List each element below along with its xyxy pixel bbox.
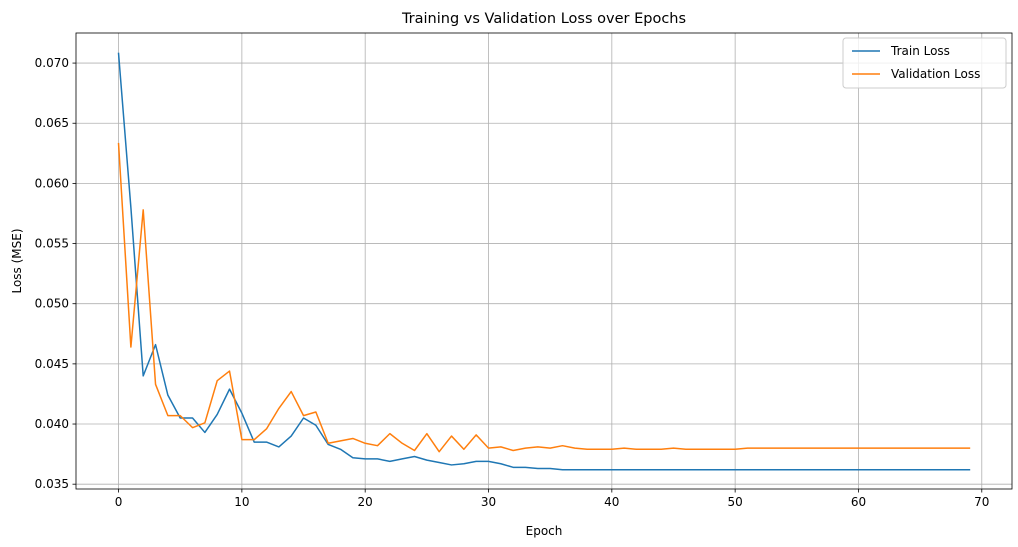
y-tick-label: 0.060 <box>35 176 69 190</box>
legend: Train Loss Validation Loss <box>842 37 1007 89</box>
legend-box <box>842 37 1007 89</box>
x-tick-label: 50 <box>728 495 743 509</box>
y-tick-label: 0.055 <box>35 237 69 251</box>
series-lines <box>117 52 971 471</box>
y-tick-label: 0.065 <box>35 116 69 130</box>
x-axis-label: Epoch <box>526 524 563 538</box>
grid-lines <box>76 33 1012 489</box>
y-tick-label: 0.035 <box>35 477 69 491</box>
x-tick-label: 70 <box>974 495 989 509</box>
y-tick-label: 0.070 <box>35 56 69 70</box>
y-axis-label: Loss (MSE) <box>10 228 24 293</box>
series-line-validation-loss <box>117 142 971 453</box>
x-tick-label: 10 <box>234 495 249 509</box>
y-axis-ticks: 0.035 0.040 0.045 0.050 0.055 0.060 0.065 0.070 <box>35 56 76 491</box>
legend-label-validation-loss: Validation Loss <box>891 67 980 81</box>
y-tick-label: 0.045 <box>35 357 69 371</box>
x-tick-label: 60 <box>851 495 866 509</box>
x-tick-label: 0 <box>115 495 123 509</box>
y-tick-label: 0.040 <box>35 417 69 431</box>
chart-title: Training vs Validation Loss over Epochs <box>401 11 686 27</box>
x-tick-label: 30 <box>481 495 496 509</box>
x-tick-label: 20 <box>358 495 373 509</box>
legend-label-train-loss: Train Loss <box>890 44 950 58</box>
y-tick-label: 0.050 <box>35 297 69 311</box>
x-tick-label: 40 <box>604 495 619 509</box>
series-line-train-loss <box>117 52 971 471</box>
x-axis-ticks: 0 10 20 30 40 50 60 70 <box>115 489 989 509</box>
plot-frame <box>75 32 1013 490</box>
